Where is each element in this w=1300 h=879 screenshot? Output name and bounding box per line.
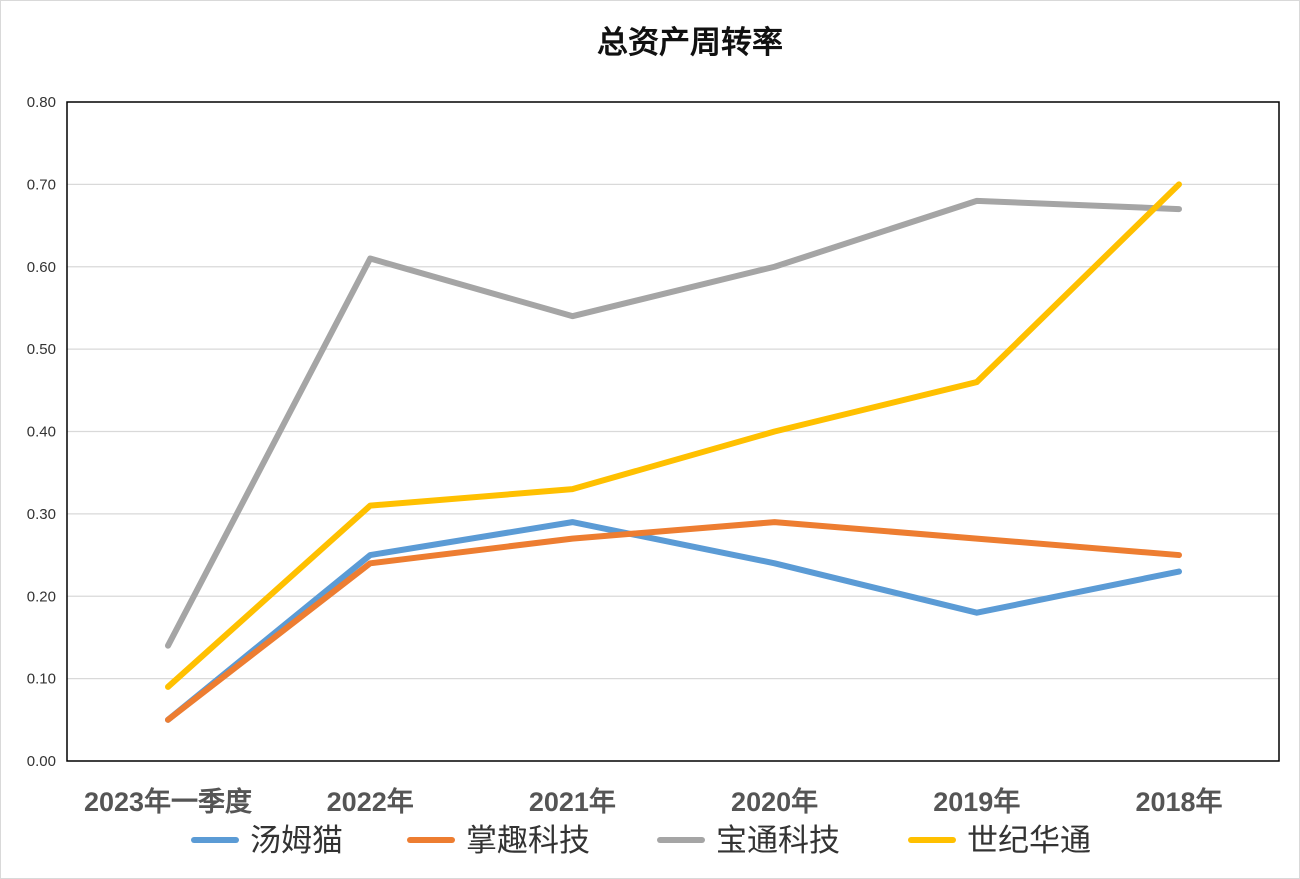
series-lines <box>165 181 1182 723</box>
legend-label: 宝通科技 <box>716 823 840 859</box>
legend: 汤姆猫 掌趣科技 宝通科技 世纪华通 <box>191 823 1091 859</box>
x-axis-ticks: 2023年一季度 2022年 2021年 2020年 2019年 2018年 <box>84 786 1223 817</box>
chart-title: 总资产周转率 <box>597 25 783 61</box>
x-tick-label: 2019年 <box>933 786 1020 817</box>
series-line-4 <box>165 181 1182 690</box>
plot-area-border <box>66 101 1280 762</box>
y-tick-label: 0.50 <box>27 341 56 358</box>
y-tick-label: 0.40 <box>27 424 56 441</box>
y-tick-label: 0.70 <box>27 176 56 193</box>
legend-label: 掌趣科技 <box>466 823 590 859</box>
x-tick-label: 2023年一季度 <box>84 786 252 817</box>
y-axis-ticks: 0.00 0.10 0.20 0.30 0.40 0.50 0.60 0.70 0.80 <box>27 94 56 770</box>
x-tick-label: 2022年 <box>327 786 414 817</box>
legend-label: 世纪华通 <box>967 823 1091 859</box>
legend-label: 汤姆猫 <box>250 823 343 859</box>
y-tick-label: 0.20 <box>27 588 56 605</box>
x-tick-label: 2021年 <box>529 786 616 817</box>
y-tick-label: 0.60 <box>27 259 56 276</box>
series-line-3 <box>165 197 1182 649</box>
x-tick-label: 2020年 <box>731 786 818 817</box>
series-line-2 <box>165 519 1182 723</box>
y-tick-label: 0.80 <box>27 94 56 111</box>
y-tick-label: 0.00 <box>27 753 56 770</box>
series-line-1 <box>165 519 1182 723</box>
x-tick-label: 2018年 <box>1135 786 1222 817</box>
y-tick-label: 0.30 <box>27 506 56 523</box>
y-tick-label: 0.10 <box>27 671 56 688</box>
